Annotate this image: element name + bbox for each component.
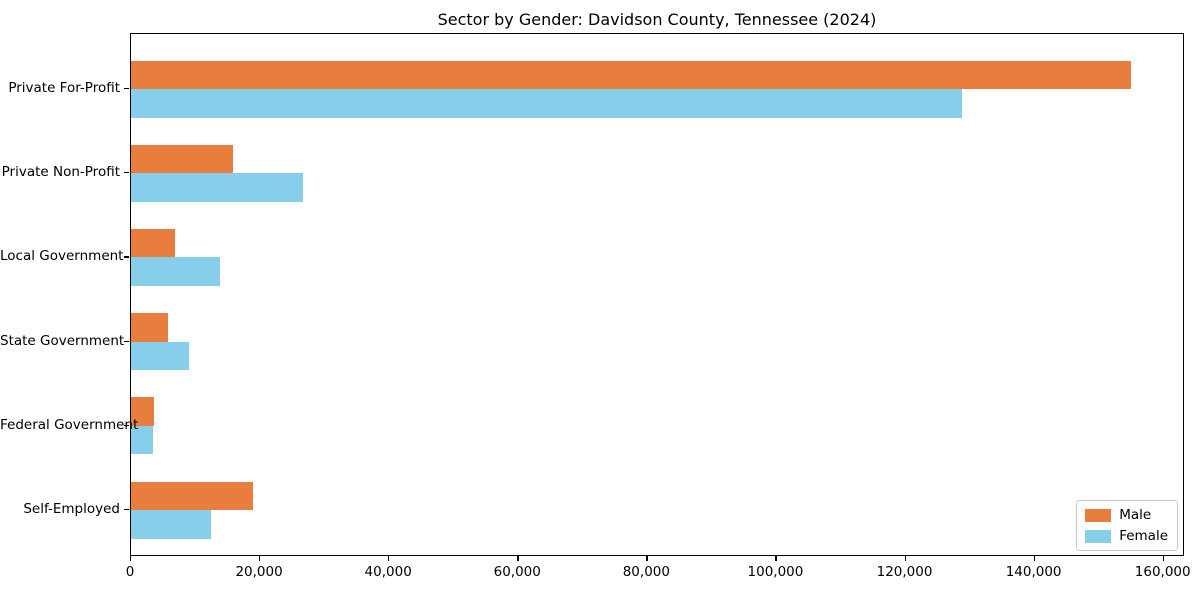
xtick-mark-5: [775, 556, 777, 561]
ytick-mark-3: [124, 340, 129, 342]
bar-male-2: [131, 228, 176, 258]
plot-area: Male Female: [130, 33, 1184, 556]
xtick-label-7: 140,000: [1005, 564, 1062, 580]
xtick-mark-0: [130, 556, 132, 561]
bar-male-0: [131, 60, 1132, 89]
xtick-mark-7: [1033, 556, 1035, 561]
xtick-label-8: 160,000: [1134, 564, 1191, 580]
xtick-mark-8: [1162, 556, 1164, 561]
bar-female-3: [131, 341, 189, 371]
xtick-mark-2: [388, 556, 390, 561]
xtick-mark-1: [259, 556, 261, 561]
ytick-label-4: Federal Government: [0, 416, 139, 433]
bar-male-3: [131, 313, 169, 342]
bar-female-0: [131, 89, 963, 118]
xtick-mark-4: [646, 556, 648, 561]
chart-title: Sector by Gender: Davidson County, Tenne…: [437, 10, 877, 29]
xtick-mark-3: [517, 556, 519, 561]
ytick-mark-5: [124, 509, 129, 511]
ytick-label-3: State Government: [0, 332, 125, 349]
bar-female-2: [131, 257, 220, 286]
ytick-label-2: Local Government: [0, 248, 124, 265]
legend-item-female: Female: [1085, 528, 1168, 544]
legend: Male Female: [1076, 500, 1178, 551]
xtick-label-5: 100,000: [747, 564, 804, 580]
legend-label-male: Male: [1119, 507, 1152, 523]
xtick-label-0: 0: [125, 564, 135, 580]
xtick-mark-6: [904, 556, 906, 561]
ytick-mark-0: [124, 88, 129, 90]
ytick-label-1: Private Non-Profit: [1, 164, 120, 181]
bar-male-4: [131, 397, 154, 426]
xtick-label-2: 40,000: [364, 564, 412, 580]
xtick-label-3: 60,000: [493, 564, 541, 580]
bar-female-5: [131, 510, 211, 539]
ytick-mark-1: [124, 172, 129, 174]
xtick-label-1: 20,000: [235, 564, 283, 580]
ytick-label-0: Private For-Profit: [8, 80, 120, 96]
legend-label-female: Female: [1119, 528, 1168, 544]
ytick-label-5: Self-Employed: [23, 501, 120, 517]
legend-item-male: Male: [1085, 507, 1168, 523]
bar-female-4: [131, 425, 153, 455]
legend-swatch-female: [1085, 529, 1112, 543]
bar-female-1: [131, 173, 303, 202]
bar-male-1: [131, 144, 234, 174]
bar-male-5: [131, 481, 254, 510]
legend-swatch-male: [1085, 508, 1112, 522]
xtick-label-6: 120,000: [876, 564, 933, 580]
ytick-mark-2: [124, 256, 129, 258]
ytick-mark-4: [124, 424, 129, 427]
xtick-label-4: 80,000: [622, 564, 670, 580]
